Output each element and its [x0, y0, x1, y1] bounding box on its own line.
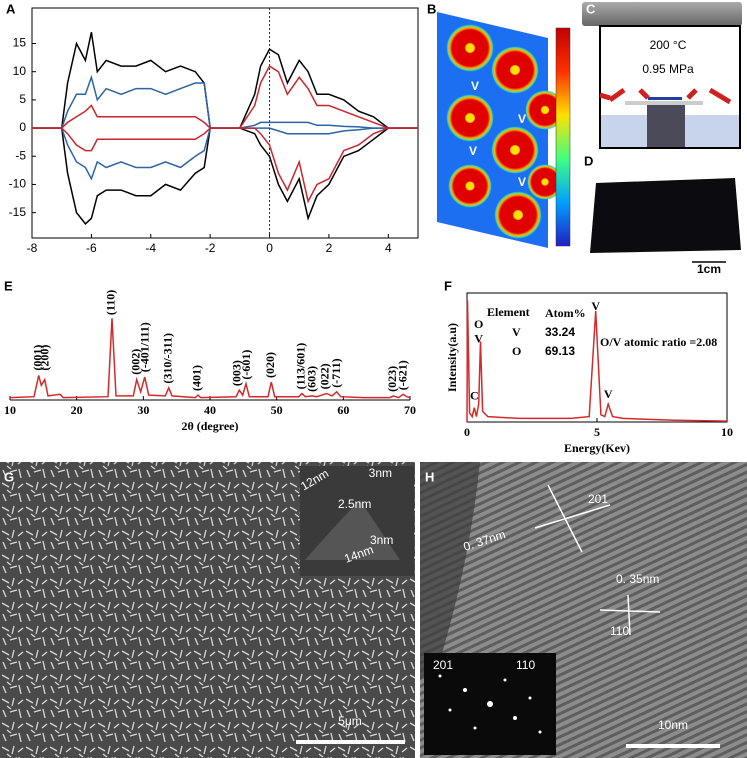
x-tick-label: 60 — [337, 403, 349, 417]
site-label: V — [518, 112, 526, 126]
scale-label: 10nm — [658, 718, 688, 732]
peak-label: (200) — [38, 345, 52, 371]
table-cell: V — [512, 325, 521, 339]
peak-label: V — [591, 299, 600, 313]
x-axis-label: Energy(Kev) — [564, 441, 630, 455]
y-tick-label: 15 — [13, 36, 27, 50]
data-line — [32, 127, 418, 181]
sample-photo — [590, 178, 741, 253]
x-tick-label: 2 — [326, 241, 333, 255]
panel-label: D — [584, 153, 593, 168]
simulation-map — [437, 12, 571, 248]
peak-label: (310/-311) — [160, 333, 174, 384]
peak-label: (-711) — [329, 358, 343, 387]
inset-label: 3nm — [370, 533, 393, 547]
y-tick-label: -15 — [9, 205, 27, 219]
panel-label: A — [6, 1, 16, 16]
y-tick-label: -10 — [9, 177, 27, 191]
data-line — [466, 300, 728, 423]
table-cell: O — [512, 344, 521, 358]
x-tick-label: 30 — [137, 403, 149, 417]
peak-label: (-401/111) — [138, 322, 152, 372]
peak-label: (-621) — [396, 360, 410, 390]
temperature: 200 °C — [650, 38, 687, 52]
peak-label: (003) — [230, 360, 244, 386]
peak-label: V — [604, 387, 613, 401]
data-line — [32, 127, 418, 204]
scale-label: 5μm — [338, 714, 362, 728]
y-tick-label: 0 — [19, 120, 26, 134]
peak-label: (023) — [385, 366, 399, 392]
inset-label: 110 — [516, 658, 535, 672]
x-tick-label: 50 — [271, 403, 283, 417]
panel-label: F — [444, 278, 452, 293]
inset-label: 3nm — [369, 466, 392, 480]
peak-label: (020) — [263, 352, 277, 378]
x-tick-label: 0 — [266, 241, 273, 255]
x-tick-label: -4 — [145, 241, 156, 255]
peak-label: O — [474, 317, 483, 331]
peak-label: C — [470, 389, 479, 403]
x-tick-label: 70 — [404, 403, 416, 417]
y-tick-label: 10 — [13, 64, 27, 78]
pressure: 0.95 MPa — [642, 62, 694, 76]
x-tick-label: -6 — [86, 241, 97, 255]
site-label: V — [518, 175, 526, 189]
table-header: Atom% — [545, 306, 586, 320]
data-line — [32, 74, 418, 129]
peak-label: (001) — [30, 345, 44, 371]
site-label: V — [471, 79, 479, 93]
panel-label: B — [427, 1, 436, 16]
spacing-label: 0. 35nm — [616, 572, 659, 586]
x-tick-label: 20 — [71, 403, 83, 417]
table-cell: 33.24 — [545, 325, 575, 339]
peak-label: (-601) — [239, 350, 253, 380]
peak-label: (603) — [304, 366, 318, 392]
panel-label: H — [425, 469, 434, 484]
plot-frame — [31, 7, 419, 239]
table-header: Element — [487, 305, 530, 319]
peak-label: (002) — [128, 349, 142, 375]
x-tick-label: 4 — [385, 241, 392, 255]
peak-label: (113/601) — [294, 343, 308, 390]
data-line — [9, 318, 411, 399]
x-tick-label: -8 — [27, 241, 38, 255]
inset-label: 2.5nm — [338, 497, 371, 511]
inset-label: 201 — [433, 658, 453, 672]
y-tick-label: 5 — [19, 92, 26, 106]
x-tick-label: 0 — [464, 425, 470, 439]
x-tick-label: -2 — [205, 241, 216, 255]
plane-label: 201 — [588, 492, 608, 506]
peak-label: (022) — [318, 363, 332, 389]
x-axis-label: 2θ (degree) — [181, 419, 238, 433]
peak-label: V — [474, 331, 483, 345]
peak-label: (401) — [190, 365, 204, 391]
scale-label: 1cm — [697, 262, 721, 276]
panel-label: E — [4, 278, 13, 293]
reactor-diagram — [582, 2, 742, 149]
table-cell: 69.13 — [545, 344, 575, 358]
data-line — [32, 65, 418, 129]
x-tick-label: 40 — [204, 403, 216, 417]
site-label: V — [469, 144, 477, 158]
y-tick-label: -5 — [15, 148, 26, 162]
x-tick-label: 10 — [4, 403, 16, 417]
x-tick-label: 10 — [721, 425, 733, 439]
panel-label: C — [586, 1, 596, 16]
y-axis-label: Intensity(a.u) — [445, 323, 459, 392]
panel-label: G — [4, 469, 14, 484]
x-tick-label: 5 — [594, 425, 600, 439]
note: O/V atomic ratio =2.08 — [600, 335, 717, 349]
peak-label: (110) — [104, 290, 118, 315]
plane-label: 110 — [610, 624, 629, 638]
